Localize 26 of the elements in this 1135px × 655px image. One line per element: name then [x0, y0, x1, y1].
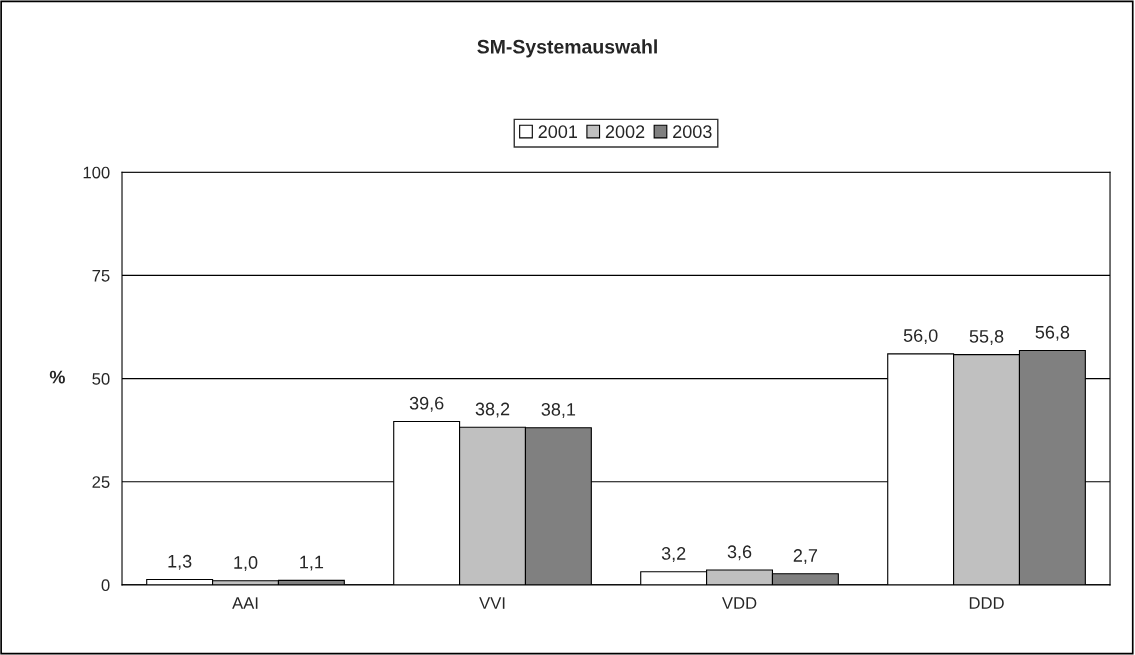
data-label: 1,3: [168, 554, 192, 570]
y-tick-label: 50: [92, 372, 110, 385]
chart-title: SM-Systemauswahl: [477, 39, 657, 58]
y-tick-label: 100: [83, 166, 110, 179]
legend-label: 2003: [673, 125, 712, 139]
data-label: 38,1: [541, 403, 576, 418]
y-tick-label: 0: [101, 579, 110, 592]
data-label: 3,6: [727, 545, 752, 561]
data-label: 38,2: [475, 402, 510, 418]
data-label: 55,8: [969, 329, 1004, 345]
legend-label: 2001: [538, 125, 578, 139]
y-axis-title: %: [49, 370, 65, 384]
data-label: 39,6: [409, 396, 444, 412]
data-label: 56,0: [903, 329, 938, 345]
data-label: 1,0: [234, 556, 258, 572]
data-label: 3,2: [661, 547, 686, 562]
data-label: 2,7: [793, 549, 818, 564]
x-tick-label: AAI: [232, 597, 258, 609]
x-tick-label: VVI: [479, 597, 505, 609]
x-tick-label: DDD: [969, 597, 1004, 609]
data-label: 1,1: [300, 555, 324, 571]
legend-label: 2002: [605, 125, 645, 139]
x-tick-label: VDD: [722, 597, 757, 609]
data-label: 56,8: [1035, 325, 1070, 341]
y-tick-label: 25: [92, 476, 110, 488]
y-tick-label: 75: [92, 270, 110, 282]
